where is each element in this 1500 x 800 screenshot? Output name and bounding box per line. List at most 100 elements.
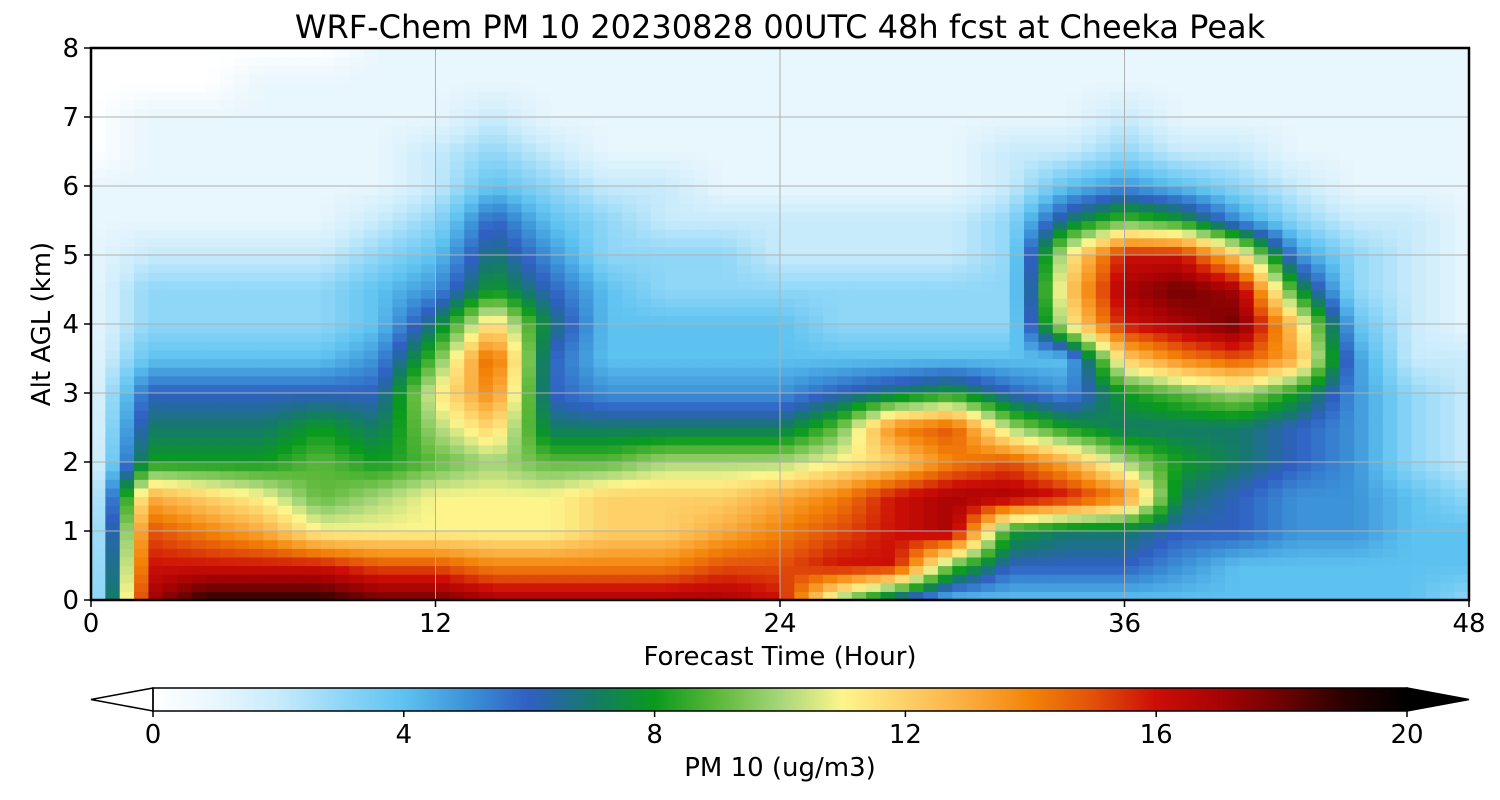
heatmap-cell [1167, 315, 1183, 325]
heatmap-cell [1081, 237, 1097, 247]
heatmap-cell [1339, 401, 1355, 411]
heatmap-cell [909, 565, 925, 575]
heatmap-cell [1210, 263, 1226, 273]
heatmap-cell [1153, 358, 1169, 368]
heatmap-cell [335, 229, 350, 239]
heatmap-cell [1454, 324, 1469, 334]
heatmap-cell [693, 496, 709, 506]
heatmap-cell [851, 263, 867, 273]
heatmap-cell [464, 246, 480, 256]
heatmap-cell [579, 280, 594, 291]
heatmap-cell [650, 582, 666, 592]
heatmap-cell [1024, 384, 1039, 394]
heatmap-cell [679, 496, 695, 506]
heatmap-cell [119, 358, 135, 368]
heatmap-cell [162, 436, 178, 446]
heatmap-cell [435, 496, 451, 506]
heatmap-cell [1339, 418, 1355, 429]
heatmap-cell [1024, 246, 1039, 256]
heatmap-cell [1067, 427, 1083, 437]
heatmap-cell [1138, 246, 1154, 256]
heatmap-cell [406, 280, 422, 291]
heatmap-cell [780, 186, 795, 196]
heatmap-cell [1397, 229, 1413, 239]
heatmap-cell [952, 306, 968, 316]
heatmap-cell [134, 436, 150, 446]
heatmap-cell [205, 462, 221, 472]
heatmap-cell [679, 186, 695, 196]
heatmap-cell [823, 462, 839, 472]
heatmap-cell [564, 487, 580, 498]
heatmap-cell [191, 591, 207, 600]
heatmap-cell [952, 272, 968, 282]
heatmap-cell [1052, 315, 1068, 325]
heatmap-cell [579, 168, 594, 178]
heatmap-cell [1038, 263, 1054, 273]
heatmap-cell [1110, 272, 1126, 282]
heatmap-cell [894, 556, 910, 567]
heatmap-cell [980, 513, 996, 523]
heatmap-cell [464, 375, 480, 385]
heatmap-cell [392, 349, 408, 360]
heatmap-cell [1411, 151, 1427, 161]
heatmap-cell [335, 255, 350, 265]
heatmap-cell [1440, 539, 1456, 549]
heatmap-cell [1196, 410, 1212, 420]
heatmap-cell [1368, 410, 1384, 420]
heatmap-cell [535, 298, 551, 308]
heatmap-cell [291, 393, 307, 403]
heatmap-cell [1397, 349, 1413, 360]
heatmap-cell [1181, 522, 1197, 532]
heatmap-cell [937, 548, 953, 558]
heatmap-cell [1425, 160, 1441, 170]
heatmap-cell [1325, 539, 1341, 549]
heatmap-cell [1124, 186, 1140, 196]
heatmap-cell [507, 341, 523, 351]
heatmap-cell [320, 393, 336, 403]
heatmap-cell [665, 203, 681, 213]
heatmap-cell [1224, 556, 1240, 567]
heatmap-cell [507, 479, 523, 489]
heatmap-cell [1167, 306, 1183, 316]
heatmap-cell [1138, 229, 1154, 239]
heatmap-cell [1196, 513, 1212, 523]
heatmap-cell [751, 229, 767, 239]
heatmap-cell [909, 367, 925, 377]
heatmap-cell [1311, 505, 1327, 515]
heatmap-cell [1368, 453, 1384, 463]
heatmap-cell [880, 531, 896, 541]
heatmap-cell [1181, 453, 1197, 463]
heatmap-cell [1167, 410, 1183, 420]
heatmap-cell [162, 358, 178, 368]
heatmap-cell [1052, 220, 1068, 230]
heatmap-cell [1239, 444, 1255, 454]
heatmap-cell [780, 574, 795, 584]
heatmap-cell [751, 186, 767, 196]
heatmap-cell [765, 341, 781, 351]
heatmap-cell [1081, 168, 1097, 178]
heatmap-cell [995, 418, 1011, 429]
heatmap-cell [248, 393, 264, 403]
heatmap-cell [980, 341, 996, 351]
heatmap-cell [679, 315, 695, 325]
heatmap-cell [478, 531, 494, 541]
heatmap-cell [363, 186, 379, 196]
heatmap-cell [679, 324, 695, 334]
heatmap-cell [392, 315, 408, 325]
heatmap-cell [521, 168, 537, 178]
heatmap-cell [148, 427, 164, 437]
heatmap-cell [1354, 444, 1370, 454]
heatmap-cell [119, 220, 135, 230]
heatmap-cell [320, 418, 336, 429]
heatmap-cell [894, 470, 910, 480]
heatmap-cell [736, 194, 752, 204]
heatmap-cell [736, 539, 752, 549]
heatmap-cell [492, 220, 508, 230]
heatmap-cell [1382, 496, 1398, 506]
heatmap-cell [1454, 453, 1469, 463]
heatmap-cell [478, 263, 494, 273]
heatmap-cell [1210, 151, 1226, 161]
heatmap-cell [1081, 341, 1097, 351]
heatmap-cell [1454, 358, 1469, 368]
heatmap-cell [177, 160, 193, 170]
